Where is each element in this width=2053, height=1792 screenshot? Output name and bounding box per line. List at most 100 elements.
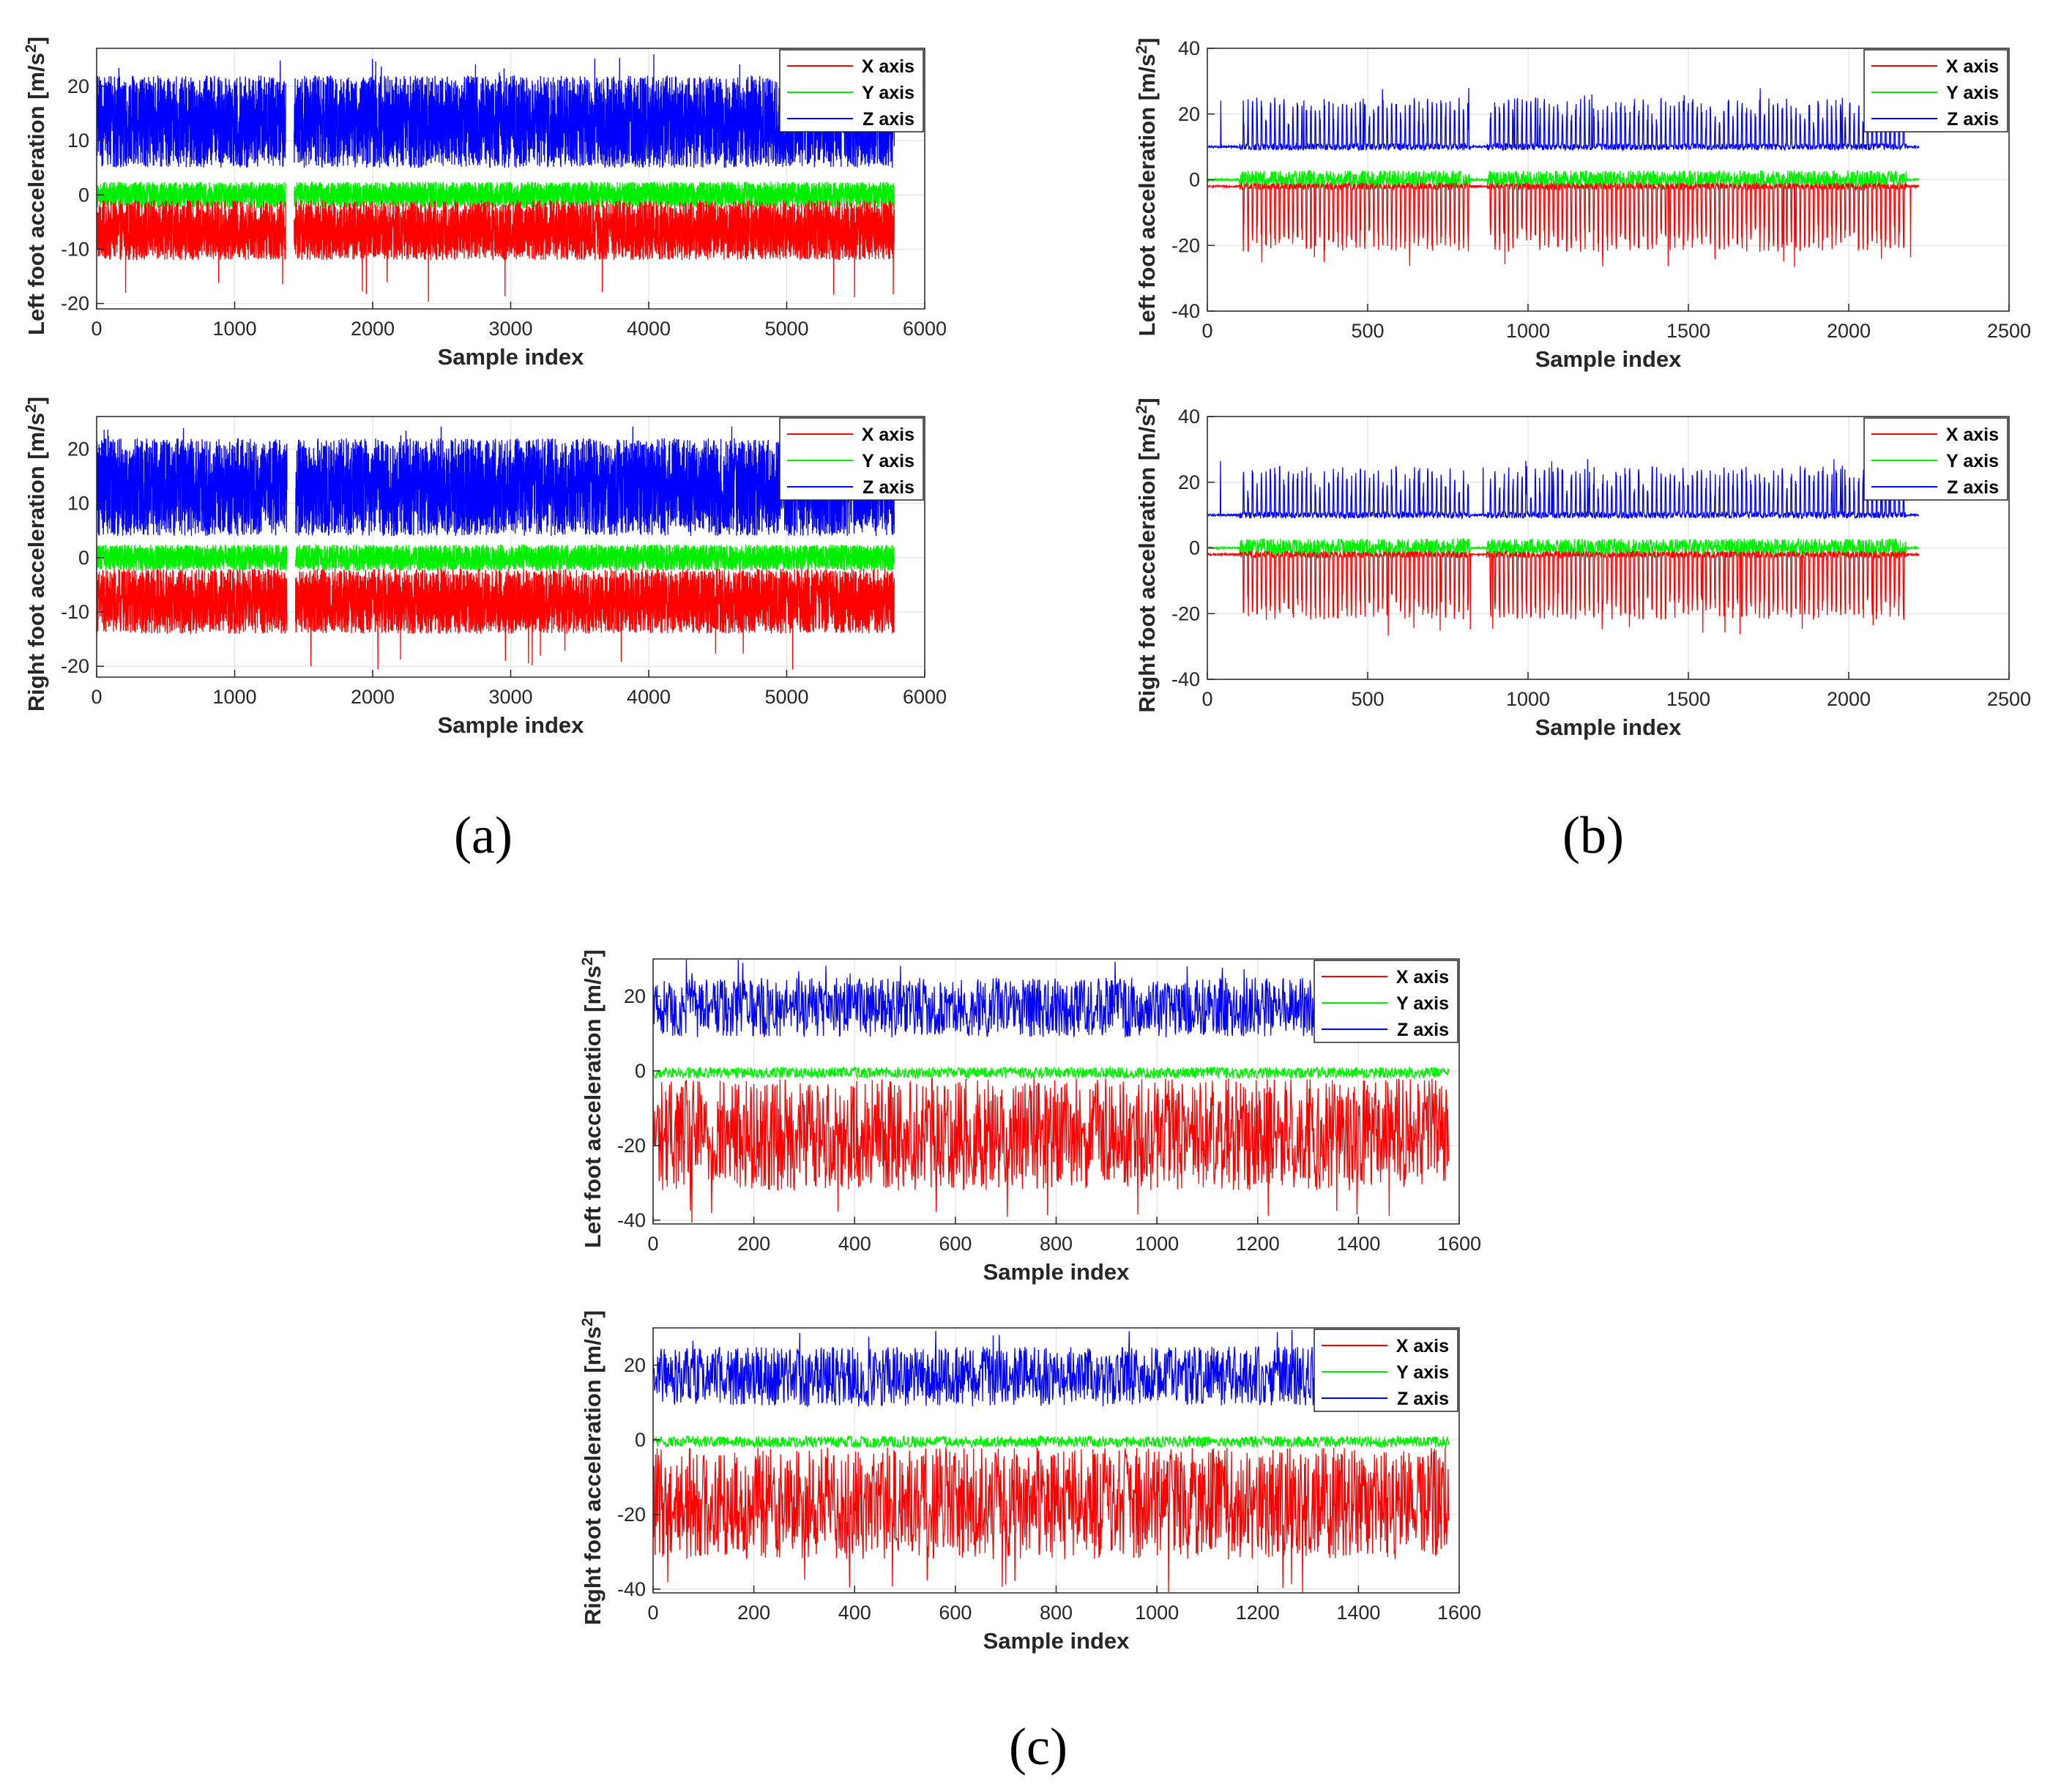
x-axis-title: Sample index	[983, 1628, 1130, 1654]
y-axis-title: Right foot acceleration [m/s2]	[1133, 397, 1160, 712]
x-tick-label: 4000	[627, 686, 671, 708]
legend-label: X axis	[862, 56, 914, 77]
series-line-x-axis	[97, 199, 895, 302]
x-tick-label: 200	[737, 1602, 770, 1624]
y-tick-label: 0	[78, 184, 89, 206]
x-tick-label: 0	[647, 1602, 658, 1624]
legend-label: Z axis	[862, 109, 914, 130]
x-tick-label: 1000	[1135, 1602, 1179, 1624]
y-tick-label: -10	[61, 238, 89, 260]
chart-c-right: 0 200 400 600 800 1000 1200 1400 1600 -40 -20 0 20 Sa…	[579, 1310, 1482, 1654]
x-tick-label: 5000	[764, 318, 808, 340]
x-tick-label: 600	[939, 1233, 972, 1255]
y-tick-label: 20	[1178, 103, 1200, 125]
x-tick-label: 3000	[488, 686, 532, 708]
x-tick-label: 4000	[627, 318, 671, 340]
y-tick-label: -40	[1171, 300, 1200, 322]
legend: X axis Y axis Z axis	[779, 417, 924, 501]
y-tick-label: 20	[624, 1354, 646, 1376]
y-tick-label: -20	[617, 1504, 646, 1526]
chart-c-left: 0 200 400 600 800 1000 1200 1400 1600 -40 -20 0 20 Sa…	[579, 949, 1482, 1285]
series-line-x-axis	[1207, 181, 1920, 267]
x-axis-title: Sample index	[983, 1259, 1130, 1285]
x-tick-label: 200	[737, 1233, 770, 1255]
legend-label: Z axis	[1397, 1389, 1449, 1409]
x-tick-label: 0	[1201, 320, 1212, 342]
series-group	[1207, 457, 1920, 636]
y-tick-label: 40	[1178, 406, 1200, 428]
series-line-x-axis	[653, 1077, 1450, 1223]
legend: X axis Y axis Z axis	[779, 49, 924, 132]
x-tick-label: 0	[1201, 688, 1212, 710]
x-tick-label: 500	[1351, 320, 1384, 342]
x-tick-label: 1200	[1236, 1602, 1280, 1624]
panel-label-c: (c)	[1009, 1717, 1068, 1776]
series-line-y-axis	[653, 1434, 1450, 1449]
series-line-y-axis	[653, 1065, 1450, 1080]
y-tick-label: 0	[1189, 169, 1200, 191]
y-tick-label: 20	[67, 75, 89, 97]
legend-label: Z axis	[1947, 477, 1999, 498]
y-tick-label: 0	[78, 547, 89, 569]
x-tick-label: 0	[647, 1233, 658, 1255]
y-tick-label: -20	[1171, 602, 1200, 624]
legend-label: X axis	[1396, 1336, 1449, 1356]
x-tick-label: 5000	[764, 686, 808, 708]
series-group	[97, 54, 895, 302]
legend: X axis Y axis Z axis	[1314, 1329, 1458, 1412]
y-axis-title: Left foot acceleration [m/s2]	[579, 949, 606, 1248]
legend-label: Z axis	[1947, 109, 1999, 130]
legend-label: X axis	[1946, 425, 1999, 445]
x-tick-label: 400	[838, 1602, 871, 1624]
legend-label: X axis	[1396, 967, 1449, 988]
y-tick-label: -20	[61, 655, 89, 677]
y-tick-label: 20	[1178, 471, 1200, 493]
panel-label-b: (b)	[1562, 806, 1624, 865]
y-tick-label: -40	[617, 1578, 646, 1600]
x-axis-title: Sample index	[438, 344, 585, 370]
chart-b-right: 0 500 1000 1500 2000 2500 -40 -20 0 20 40 Sample in…	[1133, 397, 2032, 740]
chart-b-left: 0 500 1000 1500 2000 2500 -40 -20 0 20 40 Sample in…	[1133, 37, 2032, 372]
y-tick-label: -10	[61, 601, 89, 623]
legend-label: Y axis	[862, 451, 914, 471]
y-tick-label: -20	[61, 293, 89, 315]
x-tick-label: 6000	[903, 686, 947, 708]
x-axis-title: Sample index	[1535, 714, 1683, 740]
x-tick-label: 2000	[1827, 320, 1871, 342]
series-group	[97, 426, 895, 670]
y-axis-title: Right foot acceleration [m/s2]	[23, 397, 50, 712]
legend-label: Z axis	[1397, 1020, 1449, 1040]
legend-label: X axis	[862, 425, 914, 445]
y-axis-title: Left foot acceleration [m/s2]	[23, 37, 50, 335]
x-axis-title: Sample index	[438, 712, 585, 738]
y-tick-label: 20	[67, 438, 89, 460]
series-line-y-axis	[97, 180, 895, 209]
x-tick-label: 1000	[1506, 320, 1550, 342]
series-line-z-axis	[1207, 88, 1920, 152]
x-tick-label: 1400	[1336, 1602, 1380, 1624]
legend: X axis Y axis Z axis	[1863, 49, 2008, 132]
x-tick-label: 2500	[1987, 320, 2031, 342]
y-tick-label: 10	[67, 493, 89, 515]
x-tick-label: 3000	[488, 318, 532, 340]
x-tick-label: 2000	[351, 686, 395, 708]
x-tick-label: 0	[91, 318, 102, 340]
x-tick-label: 1200	[1236, 1233, 1280, 1255]
legend-label: Y axis	[1396, 1362, 1449, 1383]
y-tick-label: -20	[1171, 234, 1200, 256]
y-axis-title: Left foot acceleration [m/s2]	[1133, 38, 1160, 337]
series-line-y-axis	[1207, 169, 1920, 190]
x-tick-label: 2000	[351, 318, 395, 340]
legend-label: Y axis	[862, 83, 914, 103]
x-tick-label: 1000	[212, 686, 256, 708]
series-line-z-axis	[1207, 457, 1920, 520]
x-tick-label: 1000	[1135, 1233, 1179, 1255]
x-tick-label: 2500	[1987, 688, 2031, 710]
x-tick-label: 1500	[1666, 320, 1710, 342]
x-tick-label: 1400	[1336, 1233, 1380, 1255]
chart-a-right: 0 1000 2000 3000 4000 5000 6000 -20 -10 0 10 20 Samp…	[23, 397, 947, 738]
y-tick-label: 40	[1178, 37, 1200, 59]
y-tick-label: 0	[1189, 537, 1200, 559]
legend: X axis Y axis Z axis	[1314, 960, 1458, 1043]
y-axis-title: Right foot acceleration [m/s2]	[579, 1310, 606, 1625]
